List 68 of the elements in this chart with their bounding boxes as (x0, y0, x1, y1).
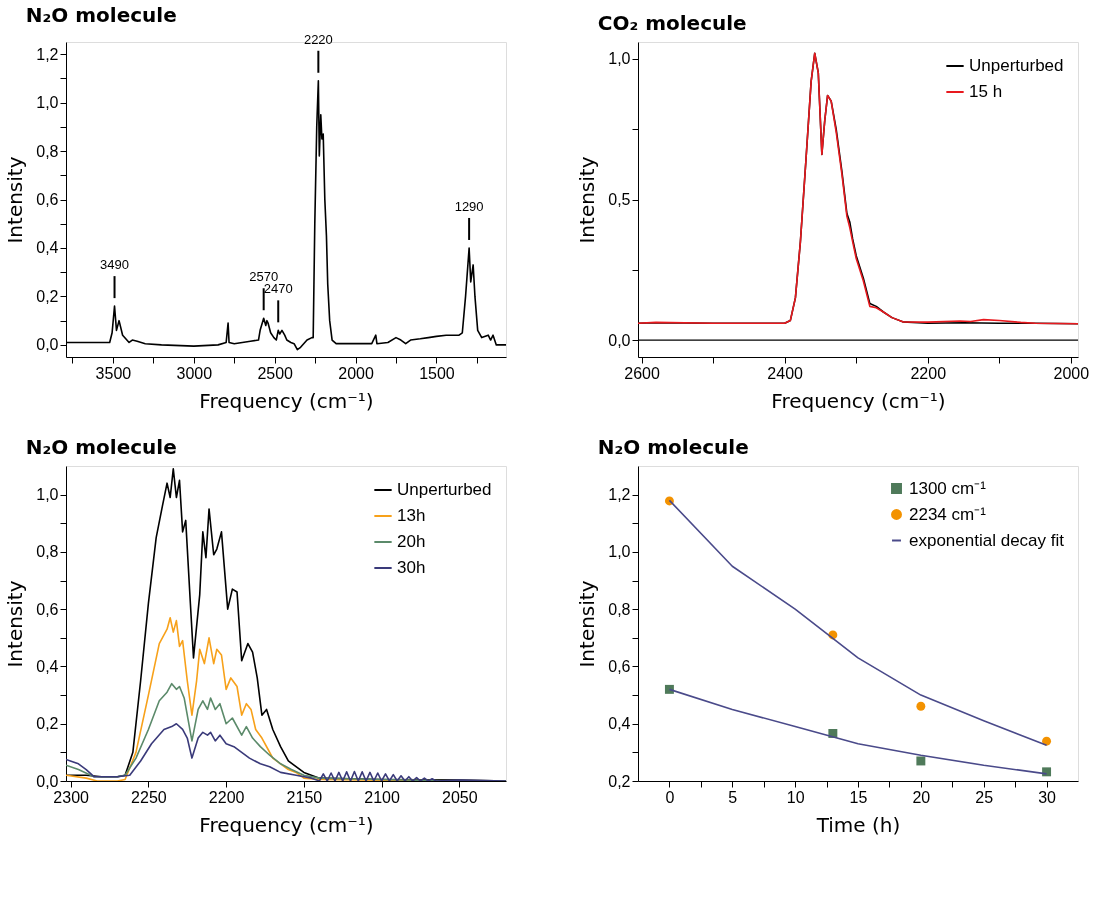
x-tick-label: 1500 (419, 364, 455, 382)
legend-label: exponential decay fit (909, 530, 1065, 550)
x-axis-title: Time (h) (815, 812, 901, 837)
legend-label: 1300 cm⁻¹ (909, 478, 987, 498)
x-axis-title: Frequency (cm⁻¹) (199, 812, 374, 837)
legend-label: 2234 cm⁻¹ (909, 504, 987, 524)
annotation: 1290 (454, 198, 484, 214)
y-tick-label: 0,8 (36, 142, 59, 160)
y-tick-label: 0,6 (36, 600, 59, 618)
x-tick-label: 0 (665, 788, 675, 806)
chart-title: N₂O molecule (25, 2, 177, 27)
y-tick-label: 1,2 (36, 45, 59, 63)
x-tick-label: 2100 (364, 788, 401, 806)
x-tick-label: 25 (975, 788, 994, 806)
x-tick-label: 2000 (338, 364, 374, 382)
y-tick-label: 0,0 (608, 331, 631, 349)
x-tick-label: 2150 (286, 788, 323, 806)
y-tick-label: 0,6 (36, 191, 59, 208)
y-tick-label: 1,0 (36, 94, 59, 112)
legend-label: 30h (397, 558, 426, 577)
y-tick-label: 0,4 (36, 657, 59, 675)
legend-label: Unperturbed (397, 480, 492, 499)
x-tick-label: 5 (728, 788, 738, 806)
y-tick-label: 1,0 (608, 50, 631, 68)
annotation: 3490 (100, 257, 129, 273)
x-tick-label: 3000 (176, 364, 213, 382)
chart-title: N₂O molecule (25, 435, 177, 459)
y-tick-label: 0,0 (36, 336, 59, 354)
x-tick-label: 20 (912, 788, 931, 806)
legend-label: 15 h (969, 82, 1003, 101)
y-axis-title: Intensity (575, 580, 600, 668)
y-axis-title: Intensity (575, 156, 600, 244)
x-axis-title: Frequency (cm⁻¹) (199, 388, 374, 413)
y-tick-label: 0,5 (608, 191, 631, 208)
x-axis-title: Frequency (cm⁻¹) (771, 388, 946, 413)
x-tick-label: 2000 (1053, 364, 1090, 382)
x-tick-label: 2400 (767, 364, 804, 382)
y-axis-title: Intensity (3, 580, 28, 668)
y-tick-label: 1,0 (608, 543, 631, 561)
y-tick-label: 0,4 (608, 715, 631, 733)
y-tick-label: 0,0 (36, 772, 59, 790)
x-tick-label: 2600 (624, 364, 660, 382)
x-tick-label: 3500 (95, 364, 132, 382)
x-tick-label: 2300 (53, 788, 90, 806)
y-tick-label: 0,8 (608, 600, 631, 618)
y-tick-label: 1,0 (36, 486, 59, 504)
y-tick-label: 0,2 (608, 772, 631, 790)
y-tick-label: 0,6 (608, 657, 631, 675)
y-tick-label: 0,2 (36, 715, 59, 733)
legend-label: Unperturbed (969, 56, 1064, 75)
y-tick-label: 0,8 (36, 543, 59, 561)
y-tick-label: 0,2 (36, 287, 59, 305)
x-tick-label: 2050 (442, 788, 478, 806)
y-axis-title: Intensity (3, 156, 28, 244)
chart-title: N₂O molecule (597, 435, 749, 459)
x-tick-label: 15 (849, 788, 868, 806)
legend-label: 13h (397, 506, 426, 525)
legend-label: 20h (397, 532, 426, 551)
x-tick-label: 2200 (208, 788, 245, 806)
x-tick-label: 30 (1038, 788, 1057, 806)
x-tick-label: 2500 (257, 364, 294, 382)
chart-title: CO₂ molecule (597, 11, 747, 35)
annotation: 2220 (303, 31, 333, 47)
y-tick-label: 1,2 (608, 486, 631, 504)
x-tick-label: 2200 (910, 364, 947, 382)
x-tick-label: 10 (786, 788, 805, 806)
x-tick-label: 2250 (131, 788, 167, 806)
y-tick-label: 0,4 (36, 239, 59, 257)
